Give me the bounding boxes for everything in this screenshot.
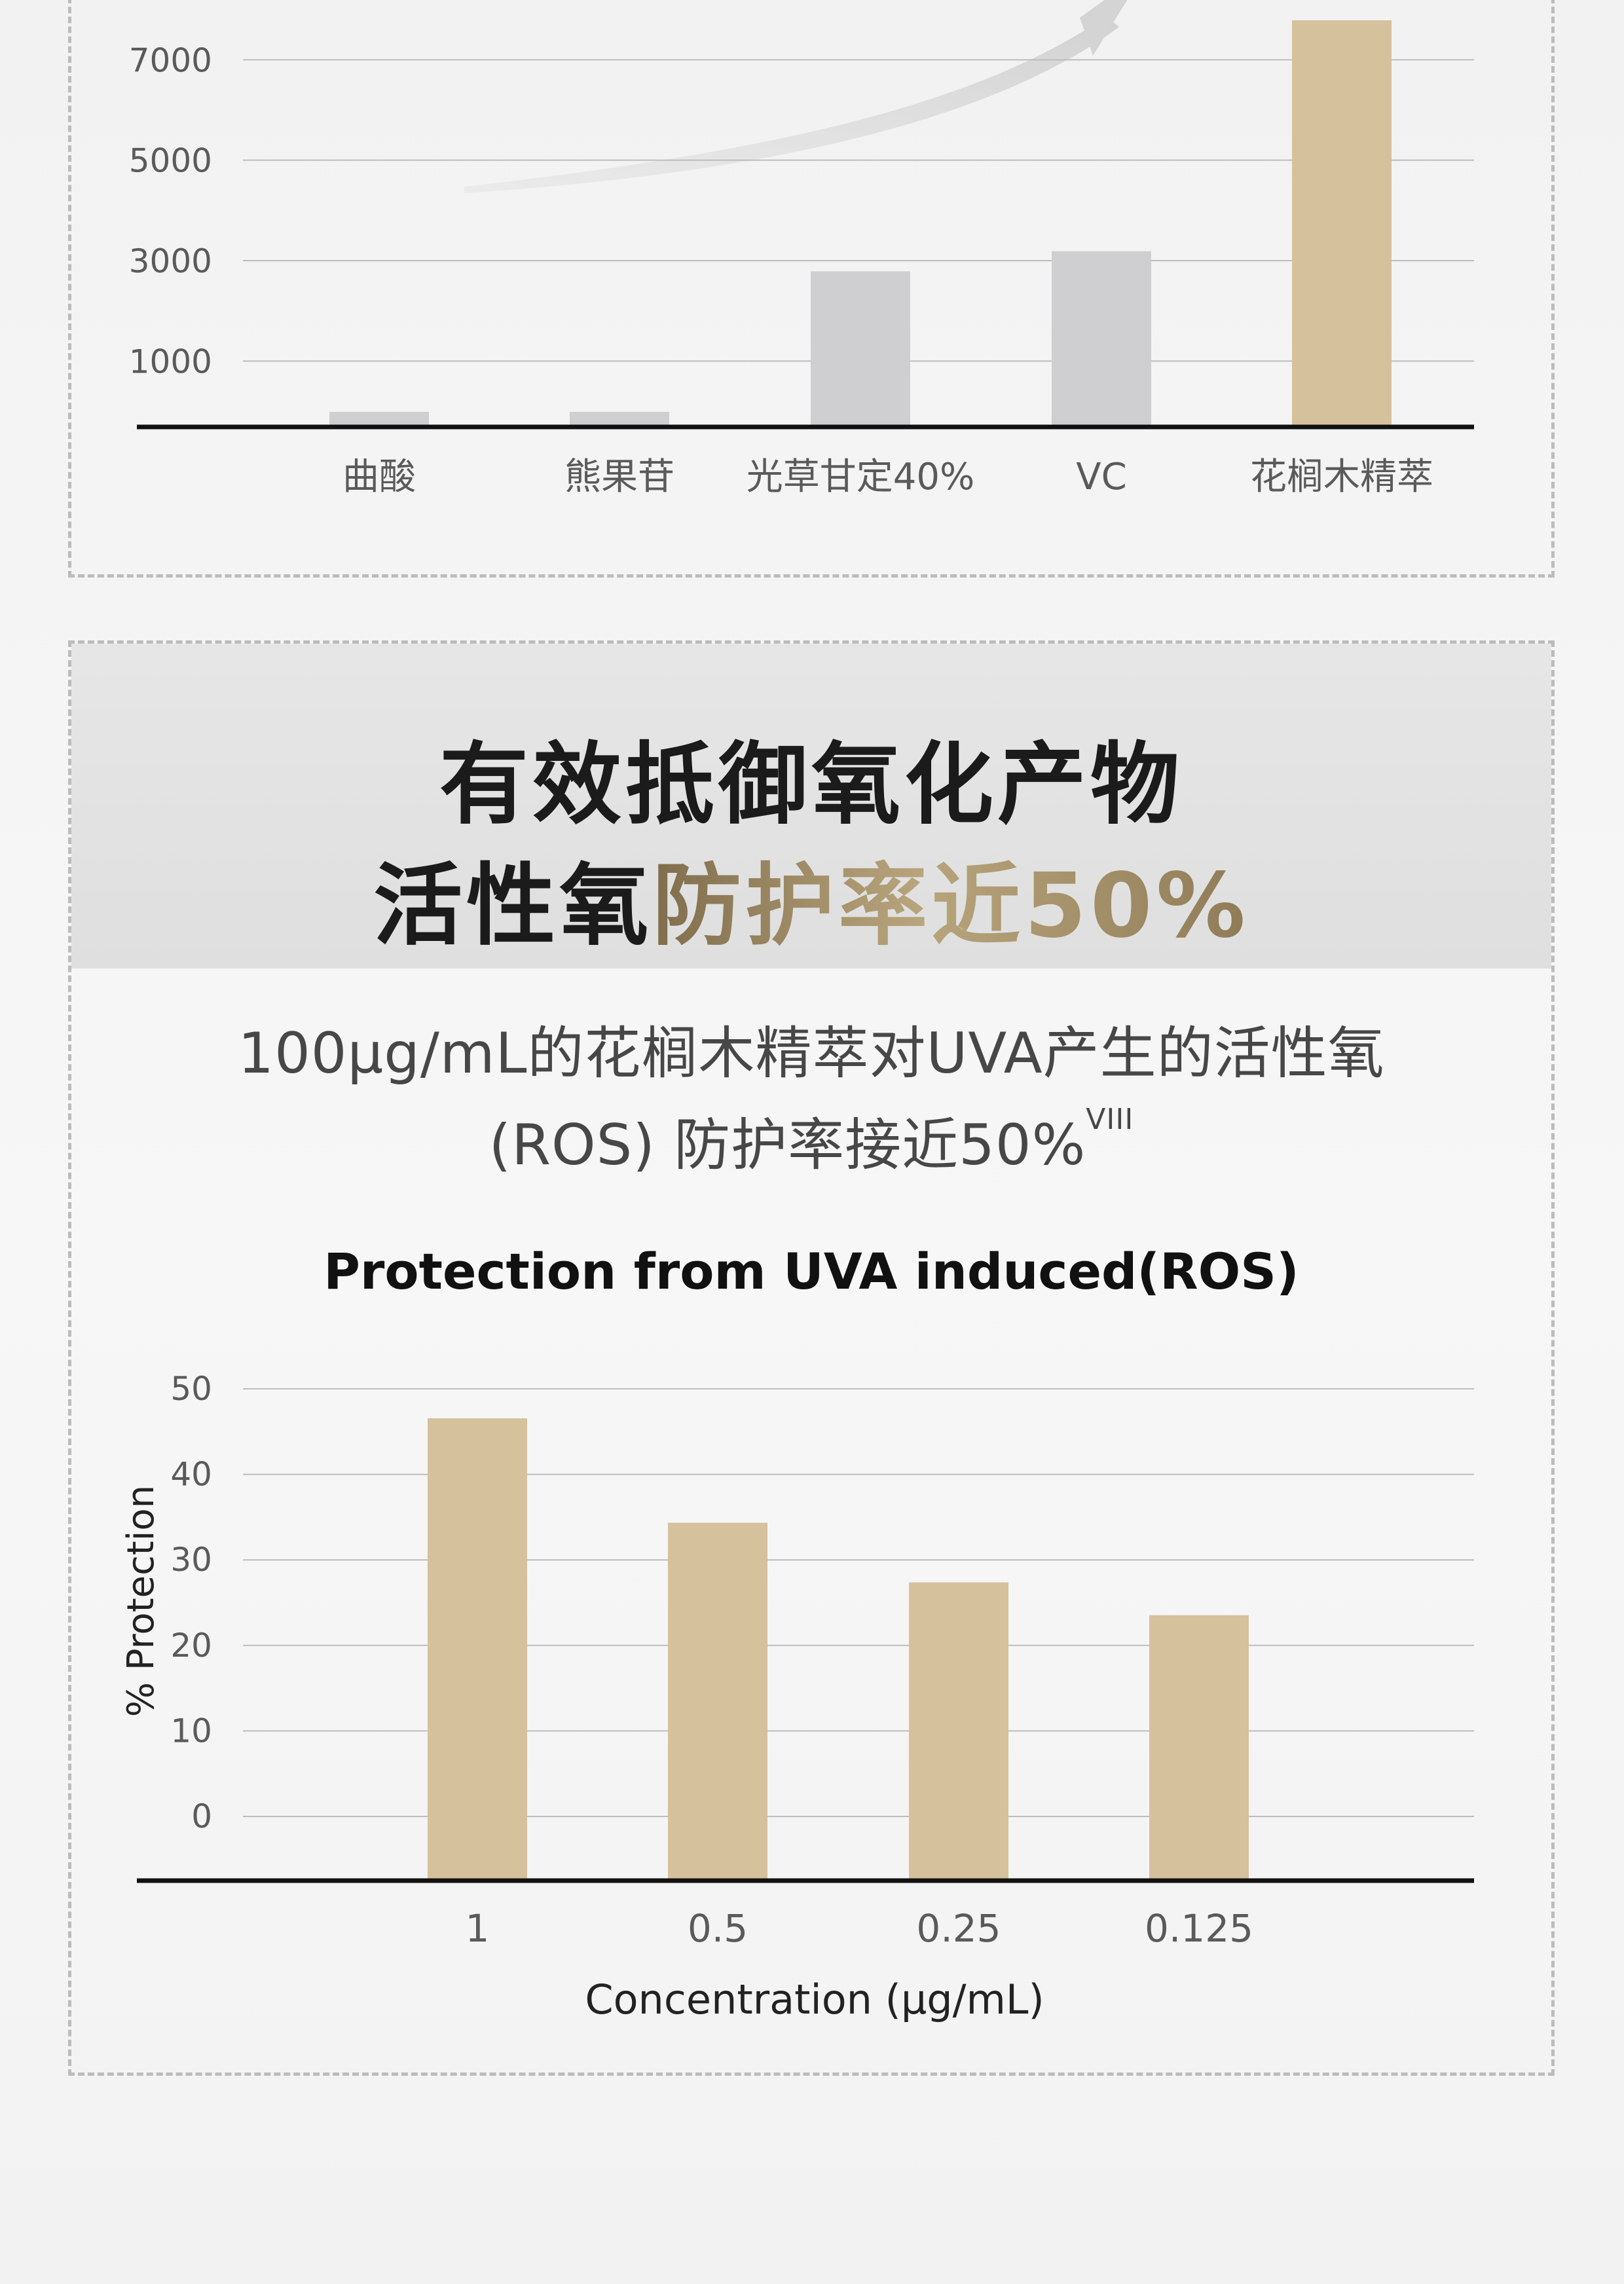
bar-4 [1052, 251, 1151, 427]
x-category-label: 曲酸 [342, 456, 416, 498]
x-tick-label: 0.125 [1145, 1906, 1253, 1951]
comparison-bar-chart: 1000 3000 5000 7000 曲酸 熊果苷 光草甘定40% VC 花榈木精萃 [129, 0, 1474, 498]
ros-protection-panel: 有效抵御氧化产物 活性氧防护率近50% 100μg/mL的花榈木精萃对UVA产生… [68, 640, 1555, 2076]
bar-1 [329, 412, 429, 427]
bar-2 [668, 1522, 767, 1881]
y-axis-label: % Protection [120, 1485, 162, 1717]
y-tick-label: 0 [191, 1797, 212, 1835]
y-tick-label: 3000 [129, 242, 212, 280]
bar-4 [1149, 1615, 1249, 1881]
chart-title: Protection from UVA induced(ROS) [323, 1242, 1299, 1300]
x-tick-label: 1 [466, 1906, 490, 1951]
bar-1 [428, 1418, 527, 1881]
bar-3 [909, 1582, 1008, 1881]
chart2-plot: Protection from UVA induced(ROS) 0 10 20 30 4… [120, 1242, 1474, 2023]
bar-3 [811, 271, 910, 427]
description-line2-text: (ROS) 防护率接近50% [489, 1113, 1086, 1178]
x-category-label: 花榈木精萃 [1250, 456, 1433, 498]
comparison-chart-panel: 1000 3000 5000 7000 曲酸 熊果苷 光草甘定40% VC 花榈木精萃 [68, 0, 1555, 578]
x-category-label: 熊果苷 [564, 456, 674, 498]
y-tick-label: 7000 [129, 41, 212, 79]
bar-2 [570, 412, 669, 427]
y-tick-label: 40 [170, 1456, 212, 1494]
description-line2: (ROS) 防护率接近50%VIII [71, 1099, 1551, 1181]
y-tick-label: 30 [170, 1541, 212, 1579]
bar-5 [1292, 20, 1392, 427]
x-tick-label: 0.25 [916, 1906, 1001, 1951]
description-line1: 100μg/mL的花榈木精萃对UVA产生的活性氧 [238, 1021, 1385, 1086]
x-category-label: VC [1076, 456, 1126, 498]
section-heading-line1: 有效抵御氧化产物 [439, 733, 1183, 837]
x-tick-label: 0.5 [688, 1906, 748, 1951]
y-tick-label: 5000 [129, 142, 212, 180]
heading-black-part: 活性氧 [373, 855, 653, 958]
heading-gold-part: 防护率近50% [652, 855, 1249, 958]
y-tick-label: 20 [170, 1627, 212, 1665]
x-axis-label: Concentration (μg/mL) [585, 1976, 1044, 2023]
y-tick-label: 10 [170, 1712, 212, 1750]
growth-arrow-decoration [464, 0, 1128, 193]
y-tick-label: 50 [170, 1370, 212, 1408]
heading-band [71, 644, 1551, 968]
ros-protection-bar-chart: Protection from UVA induced(ROS) 0 10 20 30 4… [120, 1242, 1474, 2023]
footnote-marker: VIII [1086, 1103, 1134, 1136]
x-category-label: 光草甘定40% [747, 456, 974, 498]
chart1-plot: 1000 3000 5000 7000 曲酸 熊果苷 光草甘定40% VC 花榈木精萃 [129, 20, 1474, 498]
y-tick-label: 1000 [129, 342, 212, 380]
section-heading-line2: 活性氧防护率近50% [71, 834, 1551, 963]
